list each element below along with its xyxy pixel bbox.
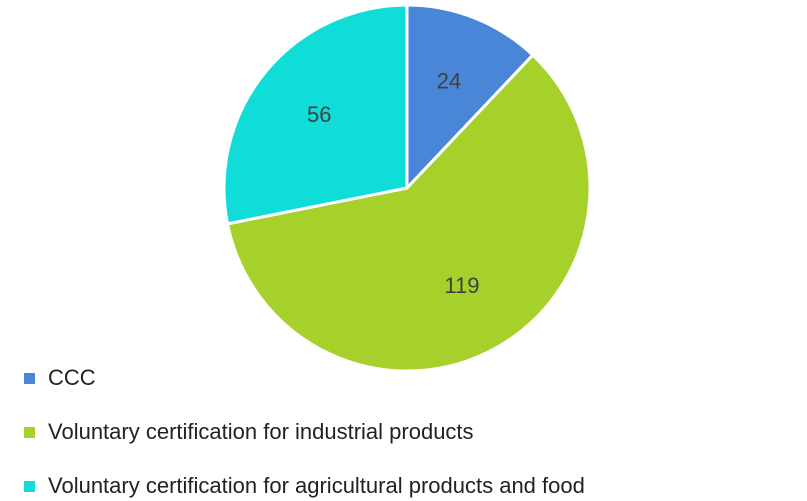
legend-text: Voluntary certification for industrial p… [48,419,474,444]
slice-label: 24 [437,68,461,93]
legend-text: CCC [48,365,96,390]
slice-label: 119 [444,273,479,298]
slice-label: 56 [307,102,331,127]
legend-marker [24,481,35,492]
legend-marker [24,427,35,438]
pie-slice [222,3,409,226]
pie-slice [405,3,535,190]
legend-marker [24,373,35,384]
pie-slice [226,53,592,373]
legend-text: Voluntary certification for agricultural… [48,473,585,498]
